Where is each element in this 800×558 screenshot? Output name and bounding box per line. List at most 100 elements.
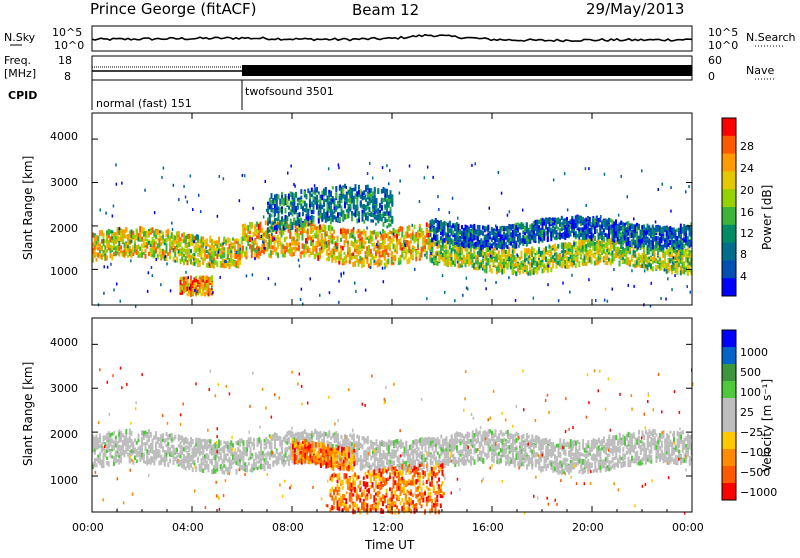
heatmap-cell [605,258,607,264]
heatmap-cell [120,250,122,254]
heatmap-cell [685,226,687,231]
heatmap-cell [215,251,217,256]
heatmap-cell [454,225,456,230]
heatmap-cell [479,249,481,255]
heatmap-cell [472,225,474,230]
heatmap-cell [180,242,182,247]
heatmap-cell [549,245,551,249]
heatmap-cell [440,220,442,226]
heatmap-cell [208,244,210,247]
heatmap-cell [155,248,157,254]
heatmap-cell [577,234,579,238]
heatmap-cell [587,251,589,255]
heatmap-cell [241,255,243,259]
heatmap-cell [302,237,304,241]
heatmap-scatter-cell [637,247,639,250]
heatmap-cell [267,222,269,226]
heatmap-cell [256,231,258,235]
heatmap-cell [351,198,353,202]
heatmap-cell [668,242,670,247]
heatmap-cell [131,240,133,243]
heatmap-cell [302,212,304,216]
heatmap-cell [556,246,558,250]
heatmap-cell [148,252,150,256]
heatmap-cell [552,264,554,269]
heatmap-cell [559,232,561,238]
heatmap-cell [302,223,304,228]
cpid-segment-2: twofsound 3501 [245,85,334,98]
heatmap-cell [330,240,332,243]
heatmap-cell [426,256,428,259]
heatmap-cell [330,251,332,255]
heatmap-cell [134,238,136,242]
heatmap-cell [510,232,512,238]
heatmap-cell [249,231,251,234]
heatmap-cell [106,230,108,235]
heatmap-cell [575,263,577,268]
nave-tick-low: 0 [708,70,715,83]
heatmap-cell [591,250,593,256]
heatmap-cell [510,254,512,257]
heatmap-cell [278,225,280,228]
heatmap-cell [295,221,297,226]
heatmap-cell [180,286,182,289]
heatmap-cell [110,237,112,242]
heatmap-cell [267,233,269,238]
heatmap-cell [330,218,332,224]
heatmap-cell [181,257,183,261]
heatmap-cell [486,226,488,231]
heatmap-cell [162,251,164,256]
heatmap-cell [159,248,161,251]
heatmap-cell [643,234,645,238]
heatmap-cell [365,186,367,192]
heatmap-cell [393,255,395,261]
heatmap-cell [242,227,244,233]
heatmap-cell [225,239,227,243]
heatmap-cell [351,256,353,260]
heatmap-cell [299,220,301,224]
heatmap-cell [344,228,346,233]
heatmap-cell [347,244,349,248]
heatmap-cell [475,235,477,239]
heatmap-cell [333,229,335,234]
heatmap-cell [531,259,533,262]
heatmap-cell [401,227,403,232]
heatmap-cell [124,234,126,239]
heatmap-cell [390,210,392,216]
heatmap-cell [340,238,342,242]
heatmap-cell [599,260,601,263]
heatmap-scatter-cell [386,225,388,228]
heatmap-cell [101,257,103,260]
heatmap-cell [369,189,371,193]
heatmap-cell [345,261,347,264]
heatmap-cell [344,256,346,260]
heatmap-cell [96,252,98,256]
heatmap-scatter-cell [166,262,168,265]
heatmap-cell [500,236,502,241]
heatmap-cell [242,246,244,251]
heatmap-cell [408,225,410,231]
heatmap-scatter-cell [633,285,635,288]
heatmap-scatter-cell [173,184,175,187]
heatmap-cell [229,264,231,269]
heatmap-cell [319,230,321,233]
heatmap-cell [330,192,332,197]
heatmap-cell [281,199,283,205]
heatmap-cell [503,259,505,265]
heatmap-cell [612,244,614,248]
heatmap-cell [400,245,402,251]
heatmap-cell [465,230,467,236]
heatmap-cell [594,254,596,258]
heatmap-cell [236,241,238,244]
heatmap-cell [267,242,269,247]
heatmap-cell [403,256,405,260]
heatmap-cell [313,203,315,209]
heatmap-cell [167,252,169,256]
heatmap-cell [141,253,143,258]
heatmap-cell [249,222,251,228]
heatmap-cell [278,214,280,219]
heatmap-cell [358,211,360,217]
heatmap-cell [131,235,133,238]
heatmap-cell [643,230,645,234]
heatmap-cell [326,253,328,256]
